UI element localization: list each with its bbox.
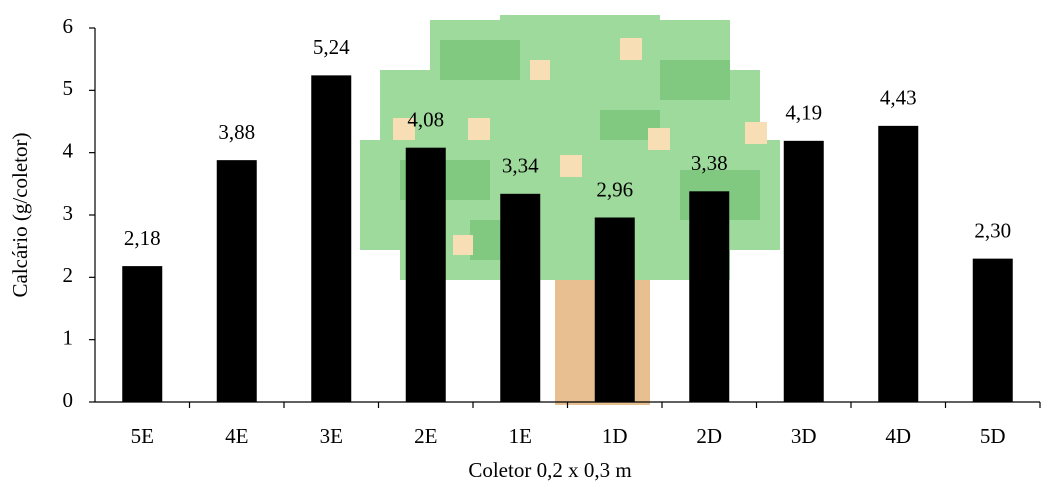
bar	[689, 191, 729, 402]
x-tick-label: 1E	[509, 424, 532, 448]
x-axis-label: Coletor 0,2 x 0,3 m	[468, 458, 631, 482]
y-tick-label: 6	[63, 14, 74, 38]
bar	[311, 75, 351, 402]
bar	[973, 259, 1013, 402]
value-label: 5,24	[313, 35, 350, 59]
x-tick-label: 5D	[980, 424, 1006, 448]
value-label: 3,88	[218, 120, 255, 144]
page: Coletor 0,2 x 0,3 m Calcário (g/coletor)…	[0, 0, 1054, 488]
bar	[878, 126, 918, 402]
x-tick-label: 4E	[225, 424, 248, 448]
y-tick-label: 4	[63, 138, 74, 162]
value-label: 4,19	[785, 101, 822, 125]
x-tick-label: 4D	[885, 424, 911, 448]
x-tick-label: 2E	[414, 424, 437, 448]
x-tick-label: 5E	[131, 424, 154, 448]
bar	[406, 148, 446, 402]
y-tick-label: 3	[63, 201, 74, 225]
bar	[595, 217, 635, 402]
value-label: 2,96	[596, 177, 633, 201]
x-tick-label: 1D	[602, 424, 628, 448]
y-tick-label: 0	[63, 388, 74, 412]
y-tick-label: 2	[63, 263, 74, 287]
y-axis-label: Calcário (g/coletor)	[8, 132, 32, 297]
value-label: 4,08	[407, 107, 444, 131]
chart: Coletor 0,2 x 0,3 m Calcário (g/coletor)…	[0, 0, 1054, 488]
bar	[217, 160, 257, 402]
value-label: 2,30	[974, 218, 1011, 242]
x-tick-label: 3D	[791, 424, 817, 448]
y-tick-label: 1	[63, 325, 74, 349]
x-tick-label: 3E	[320, 424, 343, 448]
bar	[122, 266, 162, 402]
bar	[784, 141, 824, 402]
value-label: 3,34	[502, 154, 539, 178]
value-label: 3,38	[691, 151, 728, 175]
value-label: 4,43	[880, 86, 917, 110]
value-label: 2,18	[124, 226, 161, 250]
bar	[500, 194, 540, 402]
x-tick-label: 2D	[696, 424, 722, 448]
y-tick-label: 5	[63, 76, 74, 100]
